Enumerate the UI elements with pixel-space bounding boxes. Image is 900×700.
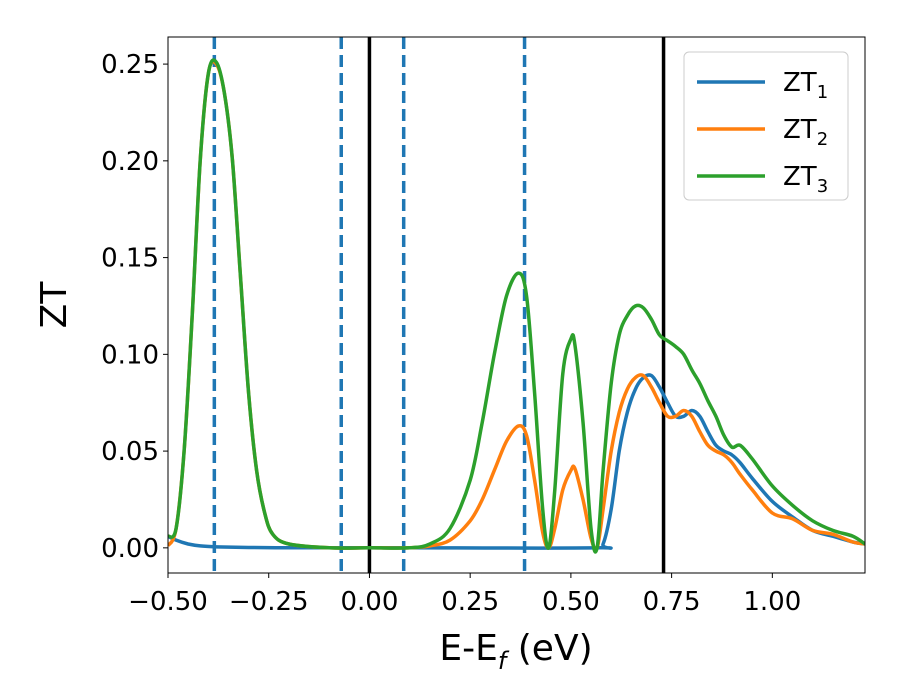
legend-box [683,51,849,201]
legend-label-zt3: ZT3 [783,162,828,197]
legend-label-zt2: ZT2 [783,115,828,150]
series-line-zt3 [168,58,865,554]
y-tick-label: 0.00 [101,534,159,564]
y-axis-ticks: 0.00 0.05 0.10 0.15 0.20 0.25 [101,50,168,564]
series-line-zt1 [168,373,865,550]
y-tick-label: 0.20 [101,147,159,177]
series-lines [168,58,865,554]
plot-frame [167,36,866,574]
y-tick-label: 0.10 [101,340,159,370]
x-tick-label: −0.50 [128,587,208,617]
y-axis-title: ZT [34,281,75,329]
legend: ZT1 ZT2 ZT3 [683,51,849,201]
x-tick-label: −0.25 [229,587,309,617]
x-axis-title-unit: (eV) [506,628,592,669]
x-tick-label: 0.25 [441,587,499,617]
x-axis-ticks: −0.50 −0.25 0.00 0.25 0.50 0.75 1.00 [128,573,801,617]
reference-lines [212,37,666,573]
x-tick-label: 1.00 [743,587,801,617]
y-tick-label: 0.25 [101,50,159,80]
legend-label-zt1: ZT1 [783,68,828,103]
x-tick-label: 0.50 [542,587,600,617]
x-tick-label: 0.75 [643,587,701,617]
y-tick-label: 0.05 [101,437,159,467]
x-tick-label: 0.00 [340,587,398,617]
y-tick-label: 0.15 [101,244,159,274]
x-axis-title: E-Ef (eV) [439,628,592,675]
